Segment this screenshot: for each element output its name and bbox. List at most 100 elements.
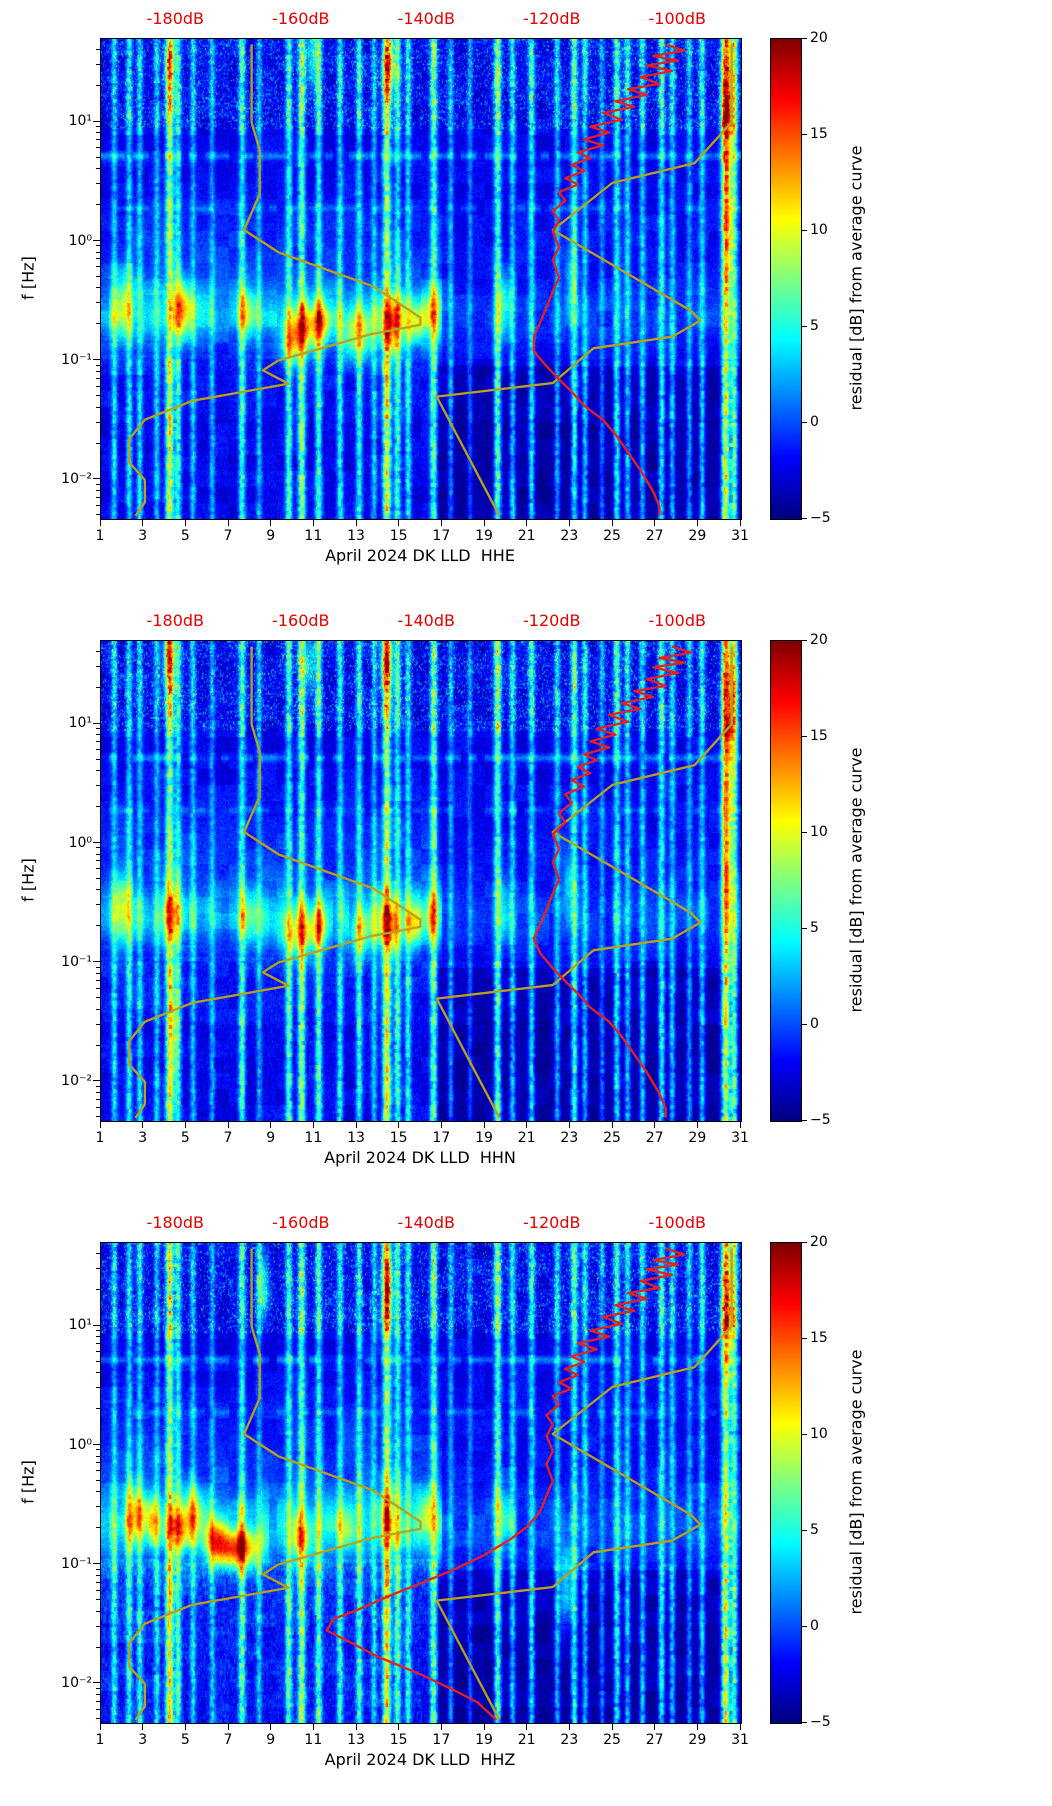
y-minor-tick [96, 147, 100, 149]
x-tick [184, 519, 186, 526]
colorbar-tick [801, 1529, 807, 1531]
x-tick [739, 1723, 741, 1730]
y-minor-tick [96, 1116, 100, 1118]
x-tick [227, 1121, 229, 1128]
colorbar-gradient [771, 39, 801, 519]
y-tick-label: 10⁰ [68, 232, 92, 249]
x-tick [312, 1723, 314, 1730]
x-tick [440, 1121, 442, 1128]
y-minor-tick [96, 63, 100, 65]
colorbar-tick-label: −5 [810, 1714, 831, 1730]
y-major-tick [93, 842, 100, 844]
x-tick-label: 25 [603, 528, 621, 544]
y-minor-tick [96, 853, 100, 855]
psd-curves-overlay [128, 645, 733, 1119]
x-tick [611, 1723, 613, 1730]
y-minor-tick [96, 1360, 100, 1362]
x-tick-label: 9 [266, 528, 276, 544]
x-tick [142, 1121, 144, 1128]
spectrogram-panel-hhe: -180dB -160dB -140dB -120dB -100dB f [Hz] 10… [0, 0, 1052, 602]
top-db-tick-label: -180dB [146, 611, 205, 630]
y-minor-tick [96, 1408, 100, 1410]
x-tick [99, 1723, 101, 1730]
y-tick-label: 10¹ [68, 113, 92, 130]
colorbar-tick [801, 927, 807, 929]
x-tick-label: 5 [180, 528, 190, 544]
x-tick-label: 23 [560, 528, 579, 544]
x-tick-label: 19 [475, 528, 493, 544]
olive-curve-low [128, 1248, 422, 1721]
x-tick [654, 1723, 656, 1730]
x-tick-label: 25 [603, 1732, 621, 1748]
olive-curve-high [435, 1248, 733, 1721]
y-minor-tick [96, 1091, 100, 1093]
y-minor-tick [96, 1599, 100, 1601]
y-minor-tick [96, 741, 100, 743]
y-minor-tick [96, 1646, 100, 1648]
y-minor-tick [96, 1491, 100, 1493]
colorbar-gradient [771, 641, 801, 1121]
plot-area [100, 38, 742, 520]
y-minor-tick [96, 1693, 100, 1695]
y-minor-tick [96, 496, 100, 498]
x-tick [526, 1723, 528, 1730]
y-minor-tick [96, 686, 100, 688]
y-minor-tick [96, 1470, 100, 1472]
x-tick [483, 519, 485, 526]
y-minor-tick [96, 889, 100, 891]
x-tick-label: 3 [138, 528, 148, 544]
y-minor-tick [96, 1253, 100, 1255]
y-minor-tick [96, 49, 100, 51]
y-minor-tick [96, 665, 100, 667]
x-tick-label: 21 [517, 528, 536, 544]
y-minor-tick [96, 1336, 100, 1338]
y-minor-tick [96, 749, 100, 751]
y-minor-tick [96, 126, 100, 128]
y-minor-tick [96, 987, 100, 989]
colorbar-label: residual [dB] from average curve [846, 747, 866, 1013]
y-major-tick [93, 961, 100, 963]
x-tick-label: 17 [432, 528, 451, 544]
y-minor-tick [96, 1387, 100, 1389]
x-tick [312, 1121, 314, 1128]
y-minor-tick [96, 966, 100, 968]
y-minor-tick [96, 442, 100, 444]
psd-curves-overlay [128, 1247, 733, 1721]
colorbar-tick [801, 831, 807, 833]
y-major-tick [93, 1080, 100, 1082]
x-tick [99, 519, 101, 526]
colorbar-tick-label: 0 [810, 1016, 819, 1032]
x-tick-label: 23 [560, 1130, 579, 1146]
y-minor-tick [96, 1288, 100, 1290]
colorbar-tick [801, 1337, 807, 1339]
x-tick [355, 519, 357, 526]
x-tick-label: 29 [688, 528, 707, 544]
x-tick-label: 15 [389, 528, 408, 544]
spectrogram-panel-hhn: -180dB -160dB -140dB -120dB -100dB f [Hz] 10… [0, 602, 1052, 1204]
y-minor-tick [96, 1098, 100, 1100]
y-minor-tick [96, 84, 100, 86]
y-minor-tick [96, 868, 100, 870]
x-tick-label: 31 [731, 1732, 749, 1748]
x-tick-label: 1 [95, 1732, 105, 1748]
y-major-tick [93, 240, 100, 242]
colorbar-label: residual [dB] from average curve [846, 145, 866, 411]
y-minor-tick [96, 1708, 100, 1710]
colorbar-tick [801, 37, 807, 39]
y-minor-tick [96, 504, 100, 506]
y-minor-tick [96, 275, 100, 277]
colorbar [770, 38, 802, 520]
colorbar-tick [801, 1433, 807, 1435]
y-minor-tick [96, 245, 100, 247]
olive-curve-low [128, 646, 422, 1119]
y-major-tick [93, 1324, 100, 1326]
x-tick-label: 11 [304, 1732, 323, 1748]
top-db-tick-label: -160dB [272, 611, 330, 630]
colorbar-tick-label: 20 [810, 30, 828, 46]
colorbar-gradient [771, 1243, 801, 1723]
y-minor-tick [96, 514, 100, 516]
x-tick-label: 5 [180, 1130, 190, 1146]
x-tick [526, 1121, 528, 1128]
y-minor-tick [96, 1589, 100, 1591]
x-tick [654, 1121, 656, 1128]
